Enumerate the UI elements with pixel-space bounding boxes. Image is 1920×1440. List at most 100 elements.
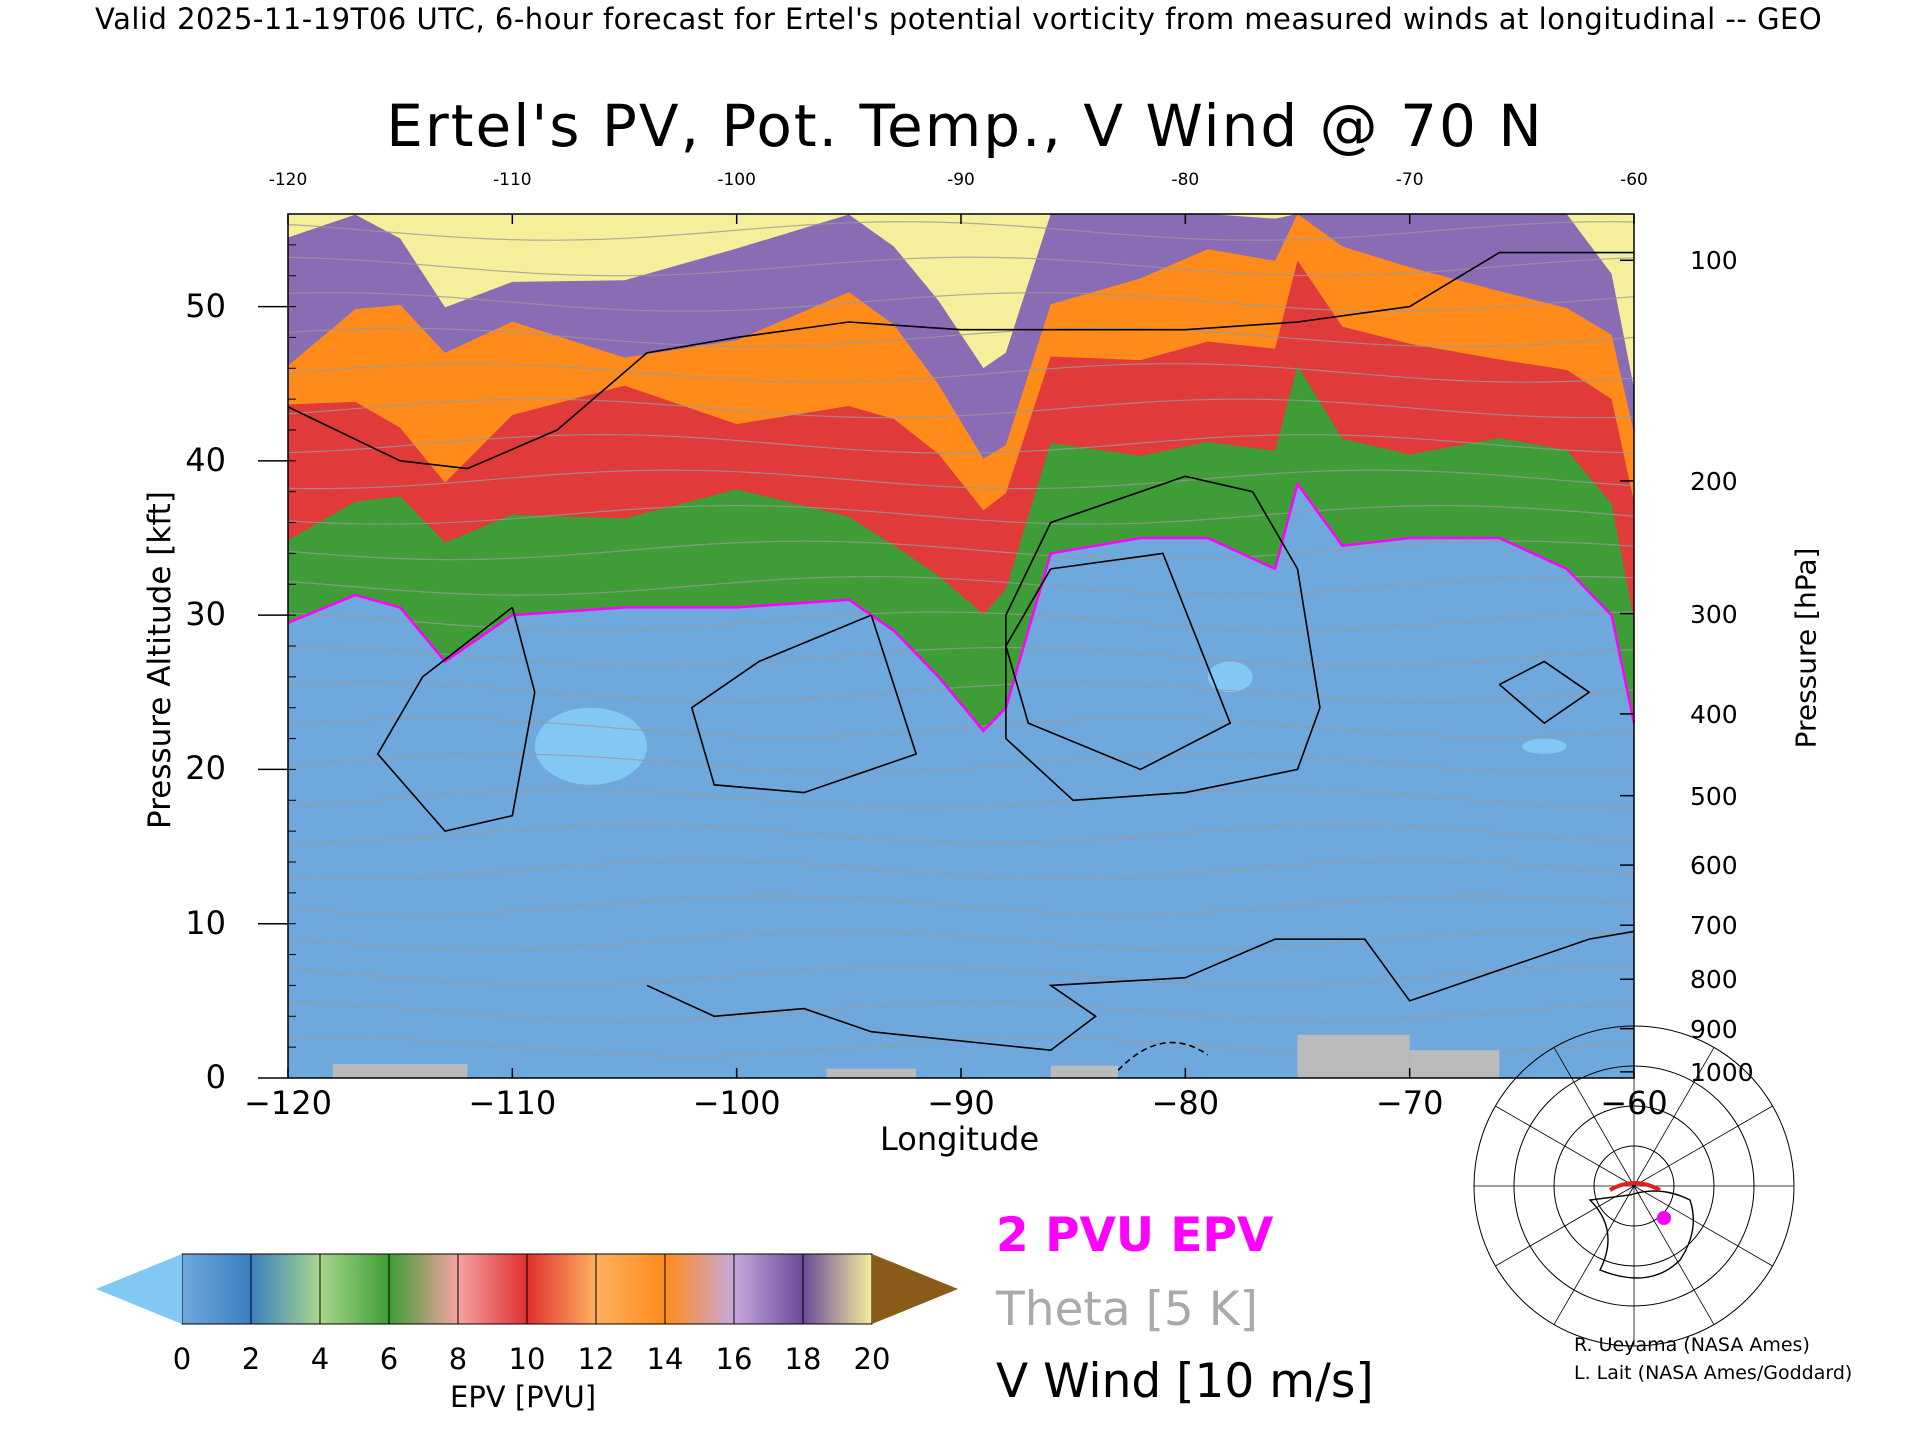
theta-line: [287, 327, 1635, 348]
colorbar-segment: [526, 1253, 597, 1325]
top-x-tick-label: -60: [1620, 170, 1648, 190]
theta-line: [287, 1001, 1635, 1022]
top-banner: Valid 2025-11-19T06 UTC, 6-hour forecast…: [95, 2, 1823, 36]
chart-title: Ertel's PV, Pot. Temp., V Wind @ 70 N: [386, 92, 1544, 160]
map-meridian: [1633, 1185, 1773, 1267]
v-wind-contour: [690, 614, 918, 794]
y-tick-label: 10: [185, 903, 226, 942]
x-tick-label: −110: [468, 1084, 557, 1122]
theta-line: [287, 504, 1635, 525]
pressure-tick-label: 700: [1690, 911, 1738, 941]
x-tick-label: −90: [927, 1084, 995, 1122]
map-meridian: [1633, 1105, 1773, 1187]
colorbar-tick-label: 16: [715, 1342, 753, 1376]
theta-line: [287, 575, 1635, 596]
theta-line: [287, 256, 1635, 277]
pressure-tick-label: 100: [1690, 246, 1738, 276]
negative-epv-patch: [1207, 661, 1253, 693]
layer-troposphere: [288, 484, 1634, 1078]
y-tick-label: 0: [205, 1058, 226, 1096]
y-axis-label-right: Pressure [hPa]: [1789, 547, 1823, 749]
negative-epv-patch: [1521, 738, 1567, 754]
pressure-tick-label: 800: [1690, 965, 1738, 995]
terrain-block: [1050, 1065, 1119, 1078]
theta-line: [287, 292, 1635, 312]
legend-2pvu: 2 PVU EPV: [996, 1208, 1274, 1263]
colorbar-under-arrow: [96, 1254, 182, 1324]
colorbar-tick-label: 14: [646, 1342, 684, 1376]
v-wind-contour: [376, 606, 536, 833]
y-tick-label: 20: [185, 749, 226, 788]
colorbar-label: EPV [PVU]: [450, 1380, 597, 1414]
colorbar-segment: [388, 1253, 459, 1325]
theta-line: [288, 646, 1635, 667]
x-axis-label: Longitude: [880, 1120, 1040, 1158]
y-tick-label: 30: [185, 595, 226, 634]
top-x-tick-label: -90: [947, 170, 975, 190]
map-cross-section-line: [1608, 1181, 1661, 1192]
theta-line: [287, 895, 1635, 916]
colorbar-tick-label: 8: [448, 1342, 468, 1376]
theta-line: [287, 611, 1635, 632]
theta-line: [287, 540, 1635, 561]
theta-line: [287, 717, 1635, 738]
map-meridian: [1633, 1047, 1715, 1187]
colorbar-over-arrow: [872, 1254, 958, 1324]
credit-line-1: R. Ueyama (NASA Ames): [1574, 1334, 1810, 1356]
pressure-tick-label: 400: [1690, 699, 1738, 729]
pressure-tick-label: 600: [1690, 851, 1738, 881]
map-meridian: [1553, 1047, 1635, 1187]
map-coastline: [1588, 1190, 1695, 1279]
map-meridian: [1495, 1105, 1635, 1187]
colorbar-segment: [664, 1253, 735, 1325]
theta-line: [287, 363, 1635, 383]
x-tick-label: −60: [1600, 1084, 1668, 1122]
colorbar-segment: [250, 1253, 321, 1325]
colorbar-tick-label: 4: [310, 1342, 330, 1376]
y-axis-label-left: Pressure Altitude [kft]: [142, 491, 178, 829]
v-wind-contour: [1005, 475, 1321, 802]
theta-line: [287, 966, 1635, 987]
theta-line: [287, 753, 1635, 774]
colorbar-segment: [319, 1253, 390, 1325]
credit-line-2: L. Lait (NASA Ames/Goddard): [1574, 1362, 1853, 1384]
theta-line: [287, 398, 1635, 419]
terrain-block: [1297, 1034, 1410, 1078]
map-meridian: [1553, 1185, 1635, 1325]
theta-line: [287, 788, 1635, 809]
colorbar-segment: [802, 1253, 873, 1325]
pressure-tick-label: 200: [1690, 466, 1738, 496]
x-tick-label: −120: [244, 1084, 332, 1122]
top-x-tick-label: -70: [1395, 170, 1424, 190]
v-wind-contour-negative: [1117, 1041, 1209, 1071]
colorbar-tick-label: 6: [379, 1342, 399, 1376]
colorbar-tick-label: 20: [853, 1342, 891, 1376]
colorbar-tick-label: 18: [784, 1342, 822, 1376]
pressure-tick-label: 900: [1690, 1014, 1738, 1044]
colorbar-tick-label: 2: [241, 1342, 261, 1376]
top-x-tick-label: -80: [1171, 170, 1200, 190]
top-x-tick-label: -100: [717, 170, 756, 190]
x-tick-label: −100: [692, 1084, 781, 1122]
terrain-block: [332, 1064, 468, 1078]
terrain-block: [1409, 1050, 1500, 1078]
colorbar-tick-label: 12: [577, 1342, 615, 1376]
map-meridian: [1633, 1185, 1715, 1325]
legend-theta: Theta [5 K]: [996, 1282, 1258, 1337]
pressure-tick-label: 500: [1690, 781, 1738, 811]
map-meridian: [1495, 1185, 1635, 1267]
theta-line: [287, 469, 1635, 490]
legend-vwind: V Wind [10 m/s]: [996, 1354, 1374, 1409]
colorbar-segment: [181, 1253, 252, 1325]
v-wind-contour: [287, 251, 1634, 470]
v-wind-contour: [1498, 660, 1591, 725]
y-tick-label: 40: [185, 440, 226, 479]
pressure-tick-label: 300: [1690, 599, 1738, 629]
colorbar-tick-label: 10: [508, 1342, 546, 1376]
top-x-tick-label: -120: [268, 170, 308, 190]
x-tick-label: −70: [1375, 1084, 1444, 1122]
terrain-block: [826, 1068, 917, 1078]
negative-epv-patch: [534, 707, 647, 785]
theta-line: [287, 433, 1635, 454]
